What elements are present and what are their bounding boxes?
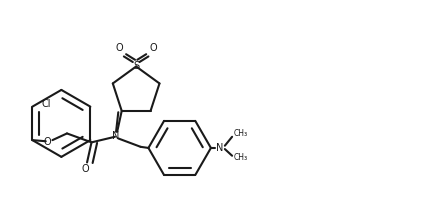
- Text: O: O: [43, 137, 51, 147]
- Text: N: N: [217, 143, 224, 153]
- Text: N: N: [112, 131, 120, 141]
- Text: O: O: [116, 42, 123, 53]
- Text: CH₃: CH₃: [233, 154, 247, 163]
- Text: O: O: [81, 164, 89, 174]
- Text: CH₃: CH₃: [233, 129, 247, 138]
- Text: S: S: [133, 61, 139, 72]
- Text: Cl: Cl: [41, 99, 51, 109]
- Text: O: O: [149, 42, 157, 53]
